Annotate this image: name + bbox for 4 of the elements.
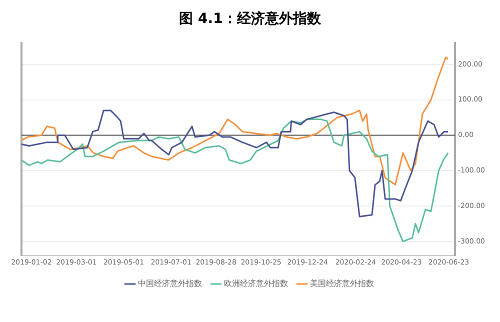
legend-label: 中国经济意外指数 bbox=[138, 279, 202, 288]
chart-title: 图 4.1：经济意外指数 bbox=[178, 10, 322, 29]
legend-label: 欧洲经济意外指数 bbox=[224, 279, 288, 288]
legend-label: 美国经济意外指数 bbox=[310, 279, 374, 288]
